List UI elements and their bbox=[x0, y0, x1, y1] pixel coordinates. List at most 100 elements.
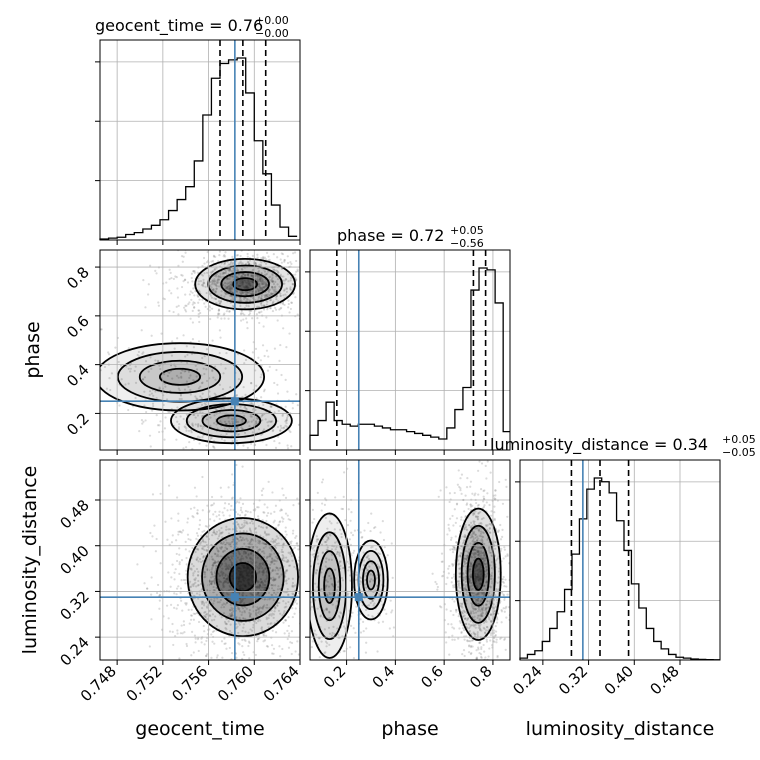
sample-point bbox=[211, 369, 214, 373]
sample-point bbox=[218, 383, 221, 386]
sample-point bbox=[244, 552, 247, 555]
sample-point bbox=[255, 531, 258, 534]
sample-point bbox=[279, 424, 282, 427]
sample-point bbox=[146, 587, 149, 590]
sample-point bbox=[189, 290, 192, 293]
sample-point bbox=[251, 269, 254, 272]
sample-point bbox=[277, 601, 280, 604]
sample-point bbox=[317, 670, 319, 672]
sample-point bbox=[184, 369, 187, 373]
sample-point bbox=[262, 588, 266, 591]
sample-point bbox=[276, 588, 280, 591]
sample-point bbox=[273, 562, 276, 566]
sample-point bbox=[231, 439, 234, 443]
sample-point bbox=[250, 531, 253, 534]
sample-point bbox=[210, 633, 213, 636]
sample-point bbox=[265, 443, 268, 447]
sample-point bbox=[246, 278, 249, 282]
sample-point bbox=[246, 252, 249, 256]
sample-point bbox=[140, 329, 143, 332]
sample-point bbox=[237, 523, 240, 526]
sample-point bbox=[173, 571, 176, 574]
sample-point bbox=[210, 656, 213, 659]
sample-point bbox=[201, 559, 205, 563]
sample-point bbox=[203, 372, 206, 376]
sample-point bbox=[259, 577, 262, 581]
sample-point bbox=[220, 437, 224, 440]
sample-point bbox=[152, 404, 155, 408]
sample-point bbox=[250, 274, 254, 277]
sample-point bbox=[244, 358, 248, 362]
sample-point bbox=[327, 536, 330, 540]
sample-point bbox=[269, 577, 272, 580]
sample-point bbox=[201, 509, 204, 512]
sample-point bbox=[199, 560, 203, 564]
sample-point bbox=[178, 530, 181, 533]
sample-point bbox=[198, 436, 201, 439]
sample-point bbox=[259, 286, 262, 290]
sample-point bbox=[262, 487, 265, 490]
sample-point bbox=[205, 548, 209, 552]
sample-point bbox=[188, 376, 191, 379]
sample-point bbox=[205, 368, 208, 371]
sample-point bbox=[275, 572, 278, 575]
sample-point bbox=[226, 268, 230, 271]
sample-point bbox=[290, 301, 294, 304]
sample-point bbox=[313, 287, 315, 289]
sample-point bbox=[240, 290, 243, 293]
sample-point bbox=[246, 291, 250, 294]
sample-point bbox=[490, 510, 493, 513]
sample-point bbox=[208, 518, 212, 521]
sample-point bbox=[281, 647, 284, 651]
sample-point bbox=[205, 348, 209, 351]
sample-point bbox=[250, 629, 254, 632]
sample-point bbox=[251, 547, 254, 550]
sample-point bbox=[200, 397, 203, 400]
sample-point bbox=[251, 275, 255, 278]
sample-point bbox=[258, 566, 261, 570]
sample-point bbox=[239, 600, 242, 604]
sample-point bbox=[372, 492, 374, 494]
sample-point bbox=[235, 530, 238, 533]
sample-point bbox=[263, 588, 266, 592]
sample-point bbox=[260, 610, 263, 614]
sample-point bbox=[256, 279, 259, 282]
sample-point bbox=[330, 287, 332, 289]
sample-point bbox=[243, 274, 247, 277]
sample-point bbox=[485, 620, 488, 623]
sample-point bbox=[147, 283, 150, 286]
sample-point bbox=[505, 585, 508, 588]
sample-point bbox=[203, 571, 206, 574]
sample-point bbox=[223, 282, 227, 285]
sample-point bbox=[273, 622, 276, 625]
sample-point bbox=[204, 305, 207, 308]
sample-point bbox=[170, 354, 174, 357]
sample-point bbox=[181, 609, 184, 612]
sample-point bbox=[254, 613, 257, 616]
sample-point bbox=[294, 296, 297, 299]
sample-point bbox=[276, 270, 279, 273]
sample-point bbox=[203, 643, 206, 646]
sample-point bbox=[285, 290, 289, 293]
sample-point bbox=[248, 543, 252, 546]
sample-point bbox=[277, 585, 280, 588]
sample-point bbox=[197, 620, 201, 624]
sample-point bbox=[229, 588, 232, 591]
sample-point bbox=[239, 293, 243, 296]
sample-point bbox=[271, 293, 274, 296]
sample-point bbox=[140, 419, 144, 422]
sample-point bbox=[185, 642, 188, 646]
sample-point bbox=[210, 571, 213, 574]
sample-point bbox=[227, 567, 230, 570]
sample-point bbox=[457, 469, 460, 472]
sample-point bbox=[229, 452, 231, 454]
density-layer bbox=[100, 250, 510, 672]
sample-point bbox=[222, 581, 226, 584]
sample-point bbox=[489, 471, 492, 474]
sample-point bbox=[196, 512, 199, 515]
sample-point bbox=[450, 623, 453, 626]
sample-point bbox=[464, 575, 467, 578]
sample-point bbox=[286, 569, 289, 572]
sample-point bbox=[178, 561, 181, 564]
sample-point bbox=[241, 545, 244, 549]
